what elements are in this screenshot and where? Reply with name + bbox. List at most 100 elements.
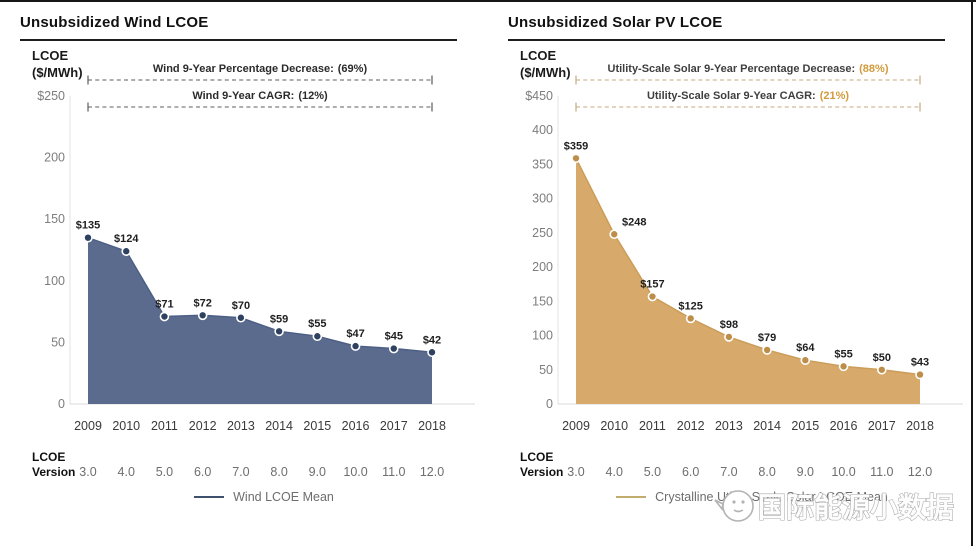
svg-text:$43: $43 xyxy=(911,357,929,369)
svg-text:50: 50 xyxy=(539,363,553,377)
svg-text:2014: 2014 xyxy=(265,419,293,433)
svg-text:LCOE: LCOE xyxy=(32,48,68,63)
screenshot-right-border xyxy=(971,2,973,546)
wind-chart-panel: Unsubsidized Wind LCOE LCOE ($/MWh) Wind 9… xyxy=(0,2,488,504)
svg-text:2013: 2013 xyxy=(227,419,255,433)
svg-text:150: 150 xyxy=(532,294,553,308)
svg-text:2012: 2012 xyxy=(189,419,217,433)
svg-text:Version: Version xyxy=(520,465,563,479)
svg-text:$250: $250 xyxy=(37,89,65,103)
svg-text:100: 100 xyxy=(44,274,65,288)
svg-text:0: 0 xyxy=(546,397,553,411)
svg-text:($/MWh): ($/MWh) xyxy=(32,65,83,80)
svg-text:9.0: 9.0 xyxy=(797,465,814,479)
svg-text:($/MWh): ($/MWh) xyxy=(520,65,571,80)
svg-text:LCOE: LCOE xyxy=(520,48,556,63)
title-divider xyxy=(20,39,457,41)
svg-text:$72: $72 xyxy=(193,297,211,309)
svg-text:2015: 2015 xyxy=(791,419,819,433)
svg-text:350: 350 xyxy=(532,157,553,171)
svg-text:$70: $70 xyxy=(232,300,250,312)
svg-text:2013: 2013 xyxy=(715,419,743,433)
svg-text:3.0: 3.0 xyxy=(567,465,584,479)
svg-text:200: 200 xyxy=(532,260,553,274)
svg-text:$359: $359 xyxy=(564,140,588,152)
svg-text:2011: 2011 xyxy=(639,419,666,433)
svg-text:10.0: 10.0 xyxy=(343,465,367,479)
svg-text:$157: $157 xyxy=(640,279,664,291)
svg-text:Wind 9-Year Percentage Decreas: Wind 9-Year Percentage Decrease: (69%) xyxy=(153,63,368,75)
svg-text:$55: $55 xyxy=(308,318,326,330)
svg-text:2014: 2014 xyxy=(753,419,781,433)
chart-panels: Unsubsidized Wind LCOE LCOE ($/MWh) Wind 9… xyxy=(0,2,976,504)
svg-text:2009: 2009 xyxy=(562,419,590,433)
svg-text:2011: 2011 xyxy=(151,419,178,433)
svg-text:$59: $59 xyxy=(270,313,288,325)
svg-text:$135: $135 xyxy=(76,220,100,232)
svg-text:$45: $45 xyxy=(385,331,403,343)
solar-legend: Crystalline Utility-Scale Solar LCOE Mea… xyxy=(538,490,966,504)
svg-text:Wind 9-Year CAGR:(12%): Wind 9-Year CAGR: (12%) xyxy=(192,90,328,102)
svg-text:5.0: 5.0 xyxy=(644,465,661,479)
solar-chart-panel: Unsubsidized Solar PV LCOE LCOE ($/MWh) Ut… xyxy=(488,2,976,504)
svg-text:400: 400 xyxy=(532,123,553,137)
svg-text:2016: 2016 xyxy=(830,419,858,433)
svg-text:$248: $248 xyxy=(622,216,646,228)
svg-text:6.0: 6.0 xyxy=(682,465,699,479)
wind-chart-title: Unsubsidized Wind LCOE xyxy=(20,14,209,31)
svg-text:LCOE: LCOE xyxy=(520,450,553,464)
svg-text:8.0: 8.0 xyxy=(758,465,775,479)
svg-text:2012: 2012 xyxy=(677,419,705,433)
svg-text:$124: $124 xyxy=(114,233,139,245)
svg-text:$98: $98 xyxy=(720,319,738,331)
svg-text:0: 0 xyxy=(58,397,65,411)
svg-text:2017: 2017 xyxy=(868,419,896,433)
svg-text:LCOE: LCOE xyxy=(32,450,65,464)
svg-text:2009: 2009 xyxy=(74,419,102,433)
solar-legend-label: Crystalline Utility-Scale Solar LCOE Mea… xyxy=(655,490,888,504)
svg-text:6.0: 6.0 xyxy=(194,465,211,479)
svg-text:12.0: 12.0 xyxy=(908,465,932,479)
svg-text:$55: $55 xyxy=(834,348,852,360)
svg-text:250: 250 xyxy=(532,226,553,240)
svg-text:10.0: 10.0 xyxy=(831,465,855,479)
solar-chart-title: Unsubsidized Solar PV LCOE xyxy=(508,14,723,31)
svg-text:7.0: 7.0 xyxy=(720,465,737,479)
solar-legend-line-swatch xyxy=(616,496,647,498)
svg-text:2016: 2016 xyxy=(342,419,370,433)
svg-text:11.0: 11.0 xyxy=(382,465,405,479)
svg-text:2017: 2017 xyxy=(380,419,408,433)
svg-text:9.0: 9.0 xyxy=(309,465,326,479)
svg-text:50: 50 xyxy=(51,335,65,349)
wind-legend-label: Wind LCOE Mean xyxy=(233,490,334,504)
svg-text:11.0: 11.0 xyxy=(870,465,893,479)
svg-text:Utility-Scale Solar 9-Year CAG: Utility-Scale Solar 9-Year CAGR: (21%) xyxy=(647,90,849,102)
svg-text:2010: 2010 xyxy=(112,419,140,433)
svg-text:5.0: 5.0 xyxy=(156,465,173,479)
wind-lcoe-area-chart: LCOE ($/MWh) Wind 9-Year Percentage Decrea… xyxy=(32,48,475,479)
svg-text:$47: $47 xyxy=(346,328,364,340)
solar-lcoe-area-chart: LCOE ($/MWh) Utility-Scale Solar 9-Year Pe… xyxy=(520,48,963,479)
svg-text:12.0: 12.0 xyxy=(420,465,444,479)
svg-text:200: 200 xyxy=(44,151,65,165)
svg-text:7.0: 7.0 xyxy=(232,465,249,479)
svg-text:8.0: 8.0 xyxy=(270,465,287,479)
svg-text:$50: $50 xyxy=(873,352,891,364)
wind-legend: Wind LCOE Mean xyxy=(50,490,478,504)
wind-legend-line-swatch xyxy=(194,496,225,498)
svg-text:$79: $79 xyxy=(758,332,776,344)
svg-text:$64: $64 xyxy=(796,342,815,354)
svg-text:2010: 2010 xyxy=(600,419,628,433)
svg-text:4.0: 4.0 xyxy=(118,465,135,479)
svg-text:4.0: 4.0 xyxy=(606,465,623,479)
svg-text:Version: Version xyxy=(32,465,75,479)
title-divider xyxy=(508,39,945,41)
svg-text:2015: 2015 xyxy=(303,419,331,433)
svg-text:$42: $42 xyxy=(423,334,441,346)
svg-text:300: 300 xyxy=(532,192,553,206)
svg-text:2018: 2018 xyxy=(418,419,446,433)
svg-text:$71: $71 xyxy=(155,299,173,311)
svg-text:150: 150 xyxy=(44,212,65,226)
svg-text:3.0: 3.0 xyxy=(79,465,96,479)
